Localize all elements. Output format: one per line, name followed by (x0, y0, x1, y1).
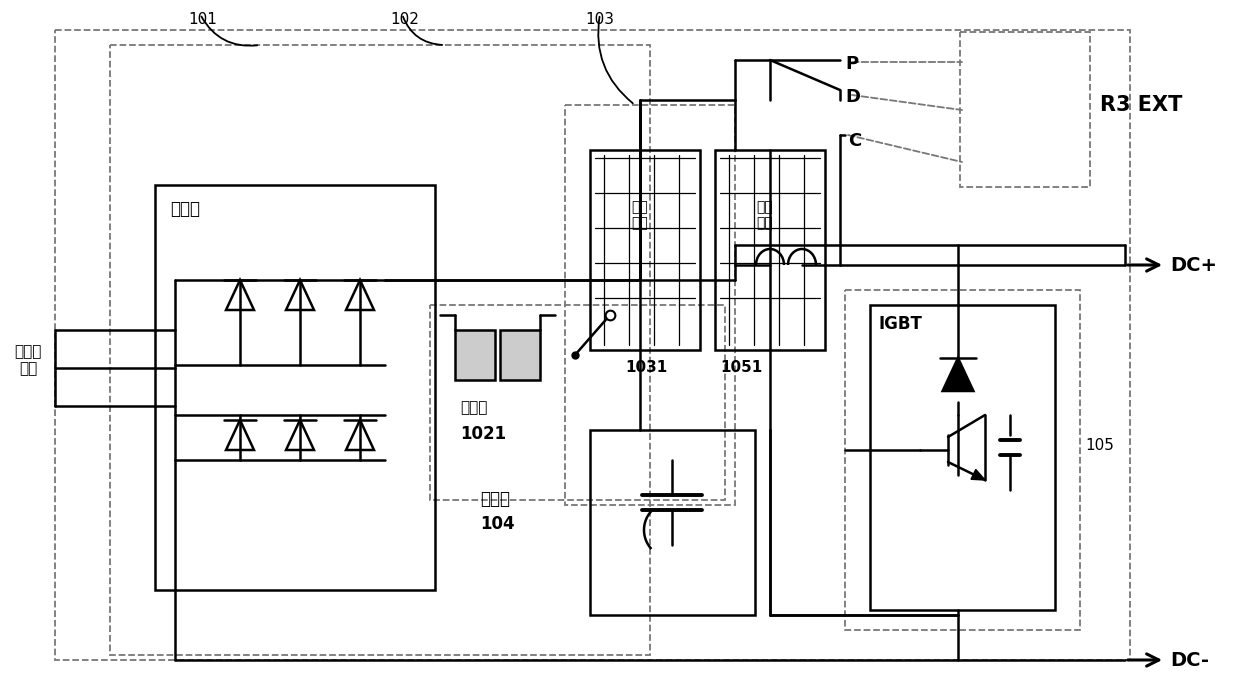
Text: DC-: DC- (1171, 650, 1209, 670)
Text: 1021: 1021 (460, 425, 506, 443)
Text: 充电
电阻: 充电 电阻 (631, 200, 649, 230)
Text: 交流电
输入: 交流电 输入 (15, 344, 42, 376)
Text: 整流器: 整流器 (170, 200, 200, 218)
Text: 制动
电阻: 制动 电阻 (756, 200, 774, 230)
Bar (590, 430, 755, 615)
Bar (155, 185, 435, 590)
Text: 104: 104 (480, 515, 515, 533)
Polygon shape (942, 358, 973, 391)
Bar (455, 330, 495, 380)
Bar (960, 32, 1090, 187)
Text: R3 EXT: R3 EXT (1100, 95, 1183, 115)
Text: P: P (844, 55, 858, 73)
Text: IGBT: IGBT (878, 315, 921, 333)
Text: D: D (844, 88, 861, 106)
Text: C: C (848, 132, 862, 150)
Bar (500, 330, 539, 380)
Bar (430, 305, 725, 500)
Bar (844, 290, 1080, 630)
Bar (715, 150, 825, 350)
Text: 105: 105 (1085, 437, 1114, 452)
Text: 电容器: 电容器 (480, 490, 510, 508)
Text: 103: 103 (585, 12, 614, 27)
Text: 1051: 1051 (720, 360, 763, 375)
Text: 继电器: 继电器 (460, 400, 487, 415)
Bar (110, 45, 650, 655)
Text: 1031: 1031 (625, 360, 667, 375)
Bar (55, 30, 1130, 660)
Bar (590, 150, 701, 350)
Text: 101: 101 (188, 12, 217, 27)
Bar (565, 105, 735, 505)
Text: DC+: DC+ (1171, 255, 1216, 275)
Text: 102: 102 (391, 12, 419, 27)
Polygon shape (971, 469, 985, 480)
Bar (870, 305, 1055, 610)
